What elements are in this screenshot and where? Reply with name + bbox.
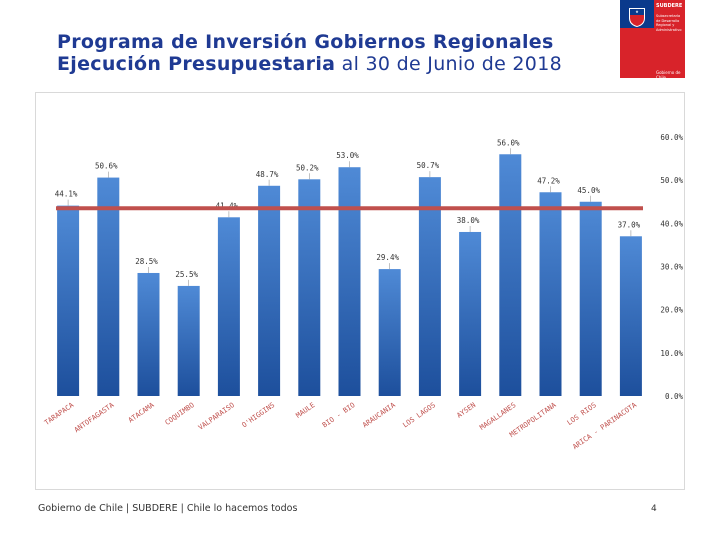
bar-aysen (459, 231, 482, 396)
category-label: MAULE (295, 401, 317, 420)
subdere-logo: SUBDERE Subsecretaría de Desarrollo Regi… (620, 0, 685, 80)
data-label: 47.2% (537, 176, 560, 185)
bar-chart: 44.1% 50.6% 28.5% 25.5% 41.4% 48.7% 50.2% 53.0%… (43, 133, 684, 451)
data-label: 45.0% (577, 186, 600, 195)
footer-text: Gobierno de Chile | SUBDERE | Chile lo h… (38, 503, 298, 514)
data-label: 25.5% (175, 270, 198, 279)
y-tick-label: 20.0% (660, 306, 683, 315)
category-label: BIO - BIO (321, 401, 357, 429)
bar-magallanes (499, 154, 522, 396)
logo-name: SUBDERE (656, 3, 683, 9)
bar-tarapaca (57, 205, 80, 396)
y-tick-label: 40.0% (660, 219, 683, 228)
bar-los-rios (579, 201, 602, 396)
category-label: LOS LAGOS (401, 401, 437, 429)
bar-metropolitana (539, 192, 562, 396)
category-label: O'HIGGINS (241, 401, 277, 429)
data-label: 38.0% (457, 216, 480, 225)
data-label: 56.0% (497, 138, 520, 147)
chile-shield-icon (629, 8, 645, 27)
bar-coquimbo (177, 285, 200, 396)
title-line-2-bold: Ejecución Presupuestaria (57, 52, 336, 75)
data-label: 44.1% (55, 190, 78, 199)
data-label: 50.2% (296, 163, 319, 172)
bar-atacama (137, 272, 160, 396)
category-label: AYSEN (455, 401, 477, 420)
category-label: COQUIMBO (164, 401, 196, 427)
data-label: 53.0% (336, 151, 359, 160)
bar-araucania (378, 269, 401, 396)
y-tick-label: 50.0% (660, 176, 683, 185)
page-title: Programa de Inversión Gobiernos Regional… (57, 31, 562, 76)
bar-o-higgins (258, 185, 281, 396)
y-tick-label: 10.0% (660, 349, 683, 358)
y-tick-label: 60.0% (660, 133, 683, 142)
bar-los-lagos (418, 177, 441, 396)
data-label: 37.0% (618, 220, 641, 229)
category-label: VALPARAISO (197, 401, 236, 432)
title-line-1: Programa de Inversión Gobiernos Regional… (57, 31, 554, 53)
logo-government: Gobierno de Chile (656, 70, 681, 80)
bar-antofagasta (97, 177, 120, 396)
page-number: 4 (651, 504, 657, 514)
y-tick-label: 30.0% (660, 263, 683, 272)
y-tick-label: 0.0% (665, 392, 684, 401)
bar-arica-parinacota (619, 236, 642, 396)
category-label: MAGALLANES (478, 401, 517, 432)
category-label: ANTOFAGASTA (73, 401, 116, 435)
data-label: 41.4% (216, 201, 239, 210)
title-line-2-rest: al 30 de Junio de 2018 (335, 52, 562, 75)
data-label: 50.6% (95, 162, 118, 171)
bar-bio-bio (338, 167, 361, 396)
category-label: ATACAMA (127, 401, 156, 425)
category-label: TARAPACA (43, 401, 76, 427)
category-label: ARAUCANIA (361, 401, 397, 430)
data-label: 48.7% (256, 170, 279, 179)
bar-maule (298, 179, 321, 396)
chart-panel: 44.1% 50.6% 28.5% 25.5% 41.4% 48.7% 50.2% 53.0%… (35, 92, 685, 490)
data-label: 29.4% (376, 253, 399, 262)
title-line-2: Ejecución Presupuestaria al 30 de Junio … (57, 52, 562, 76)
data-label: 50.7% (417, 161, 440, 170)
bar-valparaiso (217, 217, 240, 396)
logo-subtitle: Subsecretaría de Desarrollo Regional y A… (656, 14, 682, 32)
data-label: 28.5% (135, 257, 158, 266)
category-label: LOS RIOS (566, 401, 598, 427)
